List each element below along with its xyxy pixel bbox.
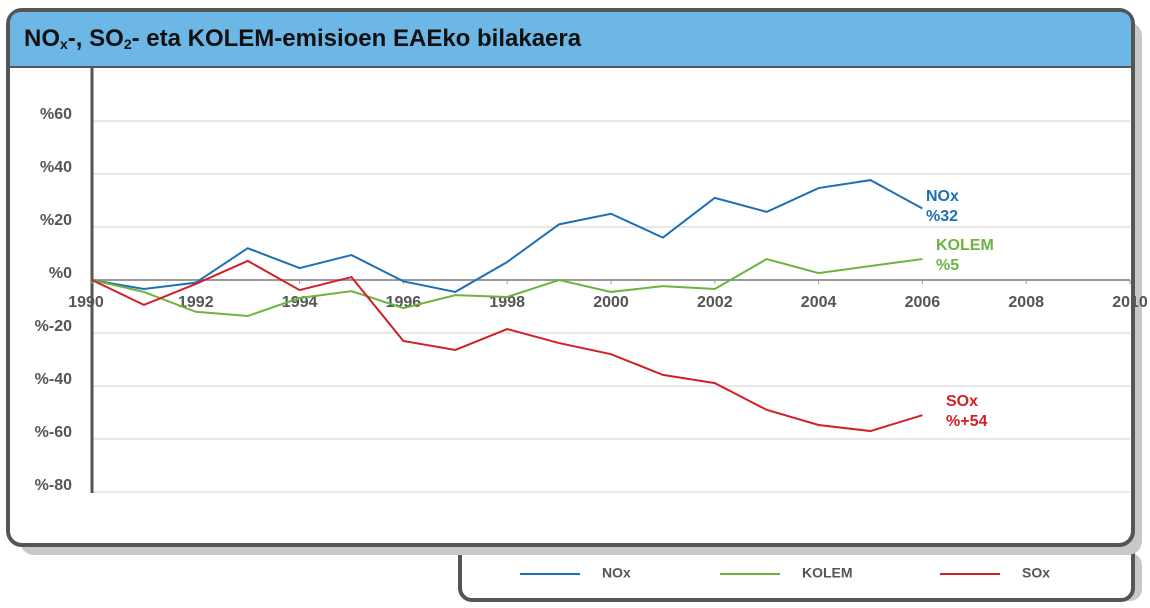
x-tick-label: 2004 <box>801 294 837 311</box>
annotation: %+54 <box>946 413 987 430</box>
title-part: -, SO <box>68 25 124 52</box>
y-tick-label: %20 <box>40 212 72 229</box>
title-part: NO <box>24 25 60 52</box>
annotation: %32 <box>926 208 958 225</box>
y-tick-label: %60 <box>40 106 72 123</box>
x-tick-label: 2006 <box>905 294 941 311</box>
annotation: KOLEM <box>936 237 994 254</box>
series-line <box>91 179 923 293</box>
x-tick-label: 2008 <box>1008 294 1044 311</box>
y-tick-label: %-20 <box>35 318 72 335</box>
x-tick-label: 2000 <box>593 294 629 311</box>
x-tick-label: 2002 <box>697 294 733 311</box>
x-tick-label: 1992 <box>178 294 214 311</box>
annotation: NOx <box>926 188 959 205</box>
title-bar <box>10 12 1131 66</box>
title-part: - eta KOLEM-emisioen EAEko bilakaera <box>132 25 582 52</box>
annotation: SOx <box>946 393 978 410</box>
legend-label: NOx <box>602 565 631 581</box>
legend-label: SOx <box>1022 565 1050 581</box>
series-line <box>91 257 923 318</box>
x-tick-label: 1990 <box>68 294 104 311</box>
y-tick-label: %-40 <box>35 371 72 388</box>
y-tick-label: %40 <box>40 159 72 176</box>
y-tick-label: %0 <box>49 265 72 282</box>
title-subscript: x <box>60 36 68 52</box>
y-tick-label: %-60 <box>35 424 72 441</box>
x-tick-label: 2010 <box>1112 294 1148 311</box>
series-line <box>91 259 923 433</box>
x-tick-label: 1996 <box>386 294 422 311</box>
title-subscript: 2 <box>124 36 132 52</box>
chart-title: NOx-, SO2- eta KOLEM-emisioen EAEko bila… <box>24 25 582 52</box>
y-tick-label: %-80 <box>35 477 72 494</box>
x-tick-label: 1998 <box>489 294 525 311</box>
x-tick-label: 1994 <box>282 294 318 311</box>
annotation: %5 <box>936 257 959 274</box>
legend-label: KOLEM <box>802 565 853 581</box>
panel <box>6 8 1135 547</box>
